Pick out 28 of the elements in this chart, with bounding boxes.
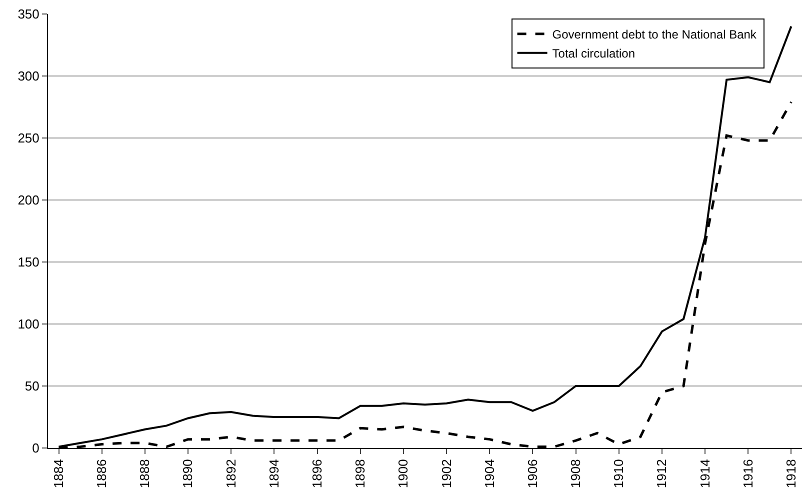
y-tick-label: 0 [32, 440, 40, 456]
x-tick-label: 1902 [438, 459, 454, 488]
x-tick-label: 1900 [396, 459, 411, 488]
x-tick-label: 1914 [697, 459, 712, 488]
x-tick-label: 1892 [223, 459, 238, 488]
x-tick-label: 1888 [137, 459, 152, 488]
y-tick-label: 50 [24, 378, 40, 394]
legend-label: Government debt to the National Bank [552, 28, 758, 42]
y-tick-label: 150 [18, 254, 40, 270]
x-tick-label: 1904 [482, 459, 497, 488]
x-tick-label: 1896 [310, 459, 325, 488]
y-tick-label: 100 [18, 316, 40, 332]
x-tick-label: 1890 [180, 459, 196, 488]
x-tick-label: 1898 [352, 459, 368, 488]
x-tick-label: 1910 [611, 459, 626, 488]
x-tick-label: 1906 [524, 459, 540, 488]
x-tick-label: 1884 [50, 459, 66, 488]
x-tick-label: 1918 [783, 459, 798, 488]
x-tick-label: 1916 [740, 459, 756, 488]
x-tick-label: 1886 [94, 459, 110, 488]
legend-label: Total circulation [552, 46, 636, 61]
x-tick-label: 1908 [568, 459, 584, 488]
y-tick-label: 350 [18, 6, 40, 22]
x-tick-label: 1912 [654, 459, 670, 488]
y-tick-label: 250 [18, 130, 40, 146]
y-tick-label: 200 [18, 192, 40, 208]
x-tick-label: 1894 [266, 459, 282, 488]
y-tick-label: 300 [18, 68, 40, 84]
